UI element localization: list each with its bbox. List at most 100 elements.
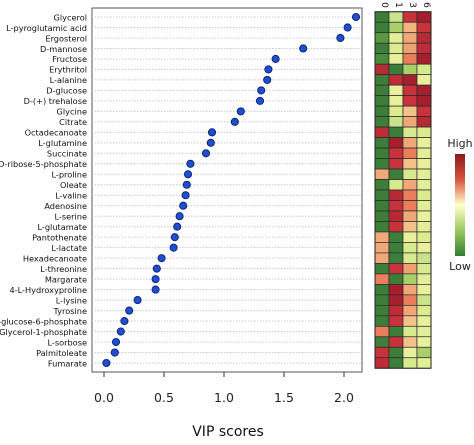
heatmap-cell [374, 315, 390, 327]
heatmap-cell [374, 273, 390, 285]
heatmap-cell [388, 105, 404, 117]
heatmap-cell [374, 84, 390, 96]
heatmap-cell [402, 252, 418, 264]
heatmap-cell [374, 11, 390, 23]
heatmap-cell [402, 137, 418, 149]
heatmap-cell [374, 357, 390, 369]
heatmap-cell [416, 137, 432, 149]
heatmap-cell [402, 284, 418, 296]
heatmap-cell [374, 179, 390, 191]
data-point [152, 264, 161, 273]
data-point [264, 65, 273, 74]
heatmap-cell [416, 179, 432, 191]
heatmap-cell [416, 32, 432, 44]
data-point [263, 75, 272, 84]
heatmap-cell [388, 116, 404, 128]
heatmap-column-label: 1 [393, 2, 403, 8]
data-point [133, 296, 142, 305]
heatmap-cell [416, 252, 432, 264]
category-label: L-serine [54, 212, 87, 222]
heatmap-cell [416, 105, 432, 117]
heatmap-cell [388, 168, 404, 180]
data-point [207, 128, 217, 137]
heatmap-cell [388, 284, 404, 296]
heatmap-cell [402, 42, 418, 55]
heatmap-cell [416, 63, 432, 76]
category-label: L-lysine [56, 295, 87, 305]
heatmap-cell [402, 231, 418, 243]
heatmap-cell [374, 74, 390, 86]
heatmap-cell [388, 346, 404, 359]
heatmap-cell [416, 315, 432, 327]
heatmap-cell [374, 304, 390, 317]
data-point [186, 159, 195, 168]
heatmap-cell [402, 168, 418, 180]
heatmap-cell [388, 304, 404, 317]
data-point [183, 170, 193, 179]
heatmap-cell [416, 116, 432, 128]
heatmap-cell [374, 252, 390, 264]
heatmap-cell [402, 315, 418, 327]
heatmap-cell [416, 263, 432, 275]
plot-frame [91, 7, 363, 373]
heatmap-cell [388, 147, 404, 159]
heatmap-cell [374, 32, 390, 44]
data-point [343, 23, 352, 32]
heatmap-cell [374, 200, 390, 212]
category-label: D-(+) trehalose [24, 96, 87, 106]
category-label: L-alanine [50, 75, 87, 85]
legend-high-label: High [447, 137, 472, 150]
data-point [336, 33, 345, 43]
heatmap-cell [374, 263, 390, 275]
data-point [116, 327, 125, 336]
x-tick-label: 0.5 [154, 390, 174, 405]
x-tick-label: 0.0 [94, 390, 114, 405]
category-label: L-threonine [40, 264, 87, 274]
heatmap-cell [416, 242, 432, 254]
heatmap-cell [388, 273, 404, 285]
data-point [173, 222, 182, 231]
category-label: L-valine [55, 191, 87, 201]
heatmap-cell [388, 84, 404, 96]
heatmap-cell [388, 189, 404, 201]
heatmap-cell [388, 357, 404, 369]
heatmap-column-label: 6 [421, 2, 431, 8]
data-point [182, 180, 191, 189]
heatmap-cell [402, 116, 418, 128]
heatmap-cell [388, 63, 404, 76]
heatmap-cell [374, 189, 390, 201]
heatmap-cell [416, 53, 432, 65]
heatmap-cell [416, 84, 432, 96]
heatmap-cell [374, 42, 390, 55]
heatmap-cell [402, 189, 418, 201]
heatmap-cell [374, 294, 390, 306]
heatmap-cell [388, 221, 404, 233]
heatmap-cell [402, 63, 418, 76]
heatmap-cell [402, 263, 418, 275]
data-point [257, 86, 266, 95]
category-label: Fumarate [48, 358, 87, 368]
data-point [201, 149, 211, 158]
category-label: L-proline [51, 170, 87, 180]
heatmap-cell [388, 325, 404, 338]
heatmap-cell [416, 200, 432, 212]
heatmap-cell [388, 32, 404, 44]
category-label: D-glucose [46, 86, 87, 96]
heatmap-cell [374, 53, 390, 65]
heatmap-cell [374, 158, 390, 170]
heatmap-cell [402, 84, 418, 96]
heatmap-cell [388, 200, 404, 212]
heatmap-cell [402, 273, 418, 285]
heatmap-cell [374, 63, 390, 76]
heatmap-cell [402, 126, 418, 138]
category-label: Octadecanoate [25, 128, 87, 138]
heatmap-cell [374, 147, 390, 159]
heatmap-cell [374, 284, 390, 296]
heatmap-cell [374, 21, 390, 34]
x-tick-label: 1.5 [274, 390, 294, 405]
heatmap-cell [388, 179, 404, 191]
category-label: Glycine [57, 107, 87, 117]
heatmap-cell [374, 325, 390, 338]
category-label: Citrate [59, 117, 87, 127]
heatmap-cell [388, 315, 404, 327]
